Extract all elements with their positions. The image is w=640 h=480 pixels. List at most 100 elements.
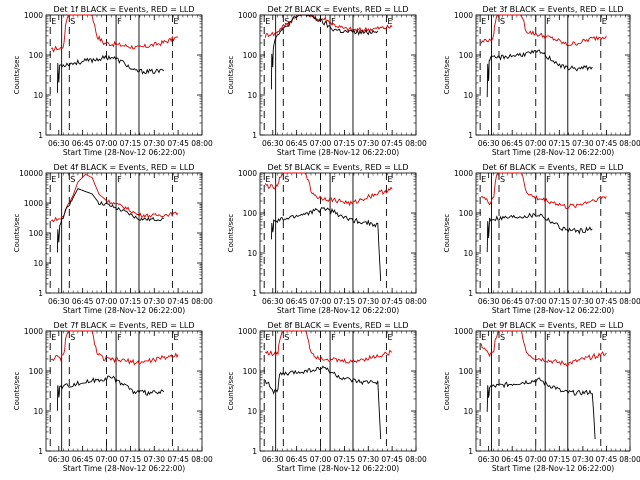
x-tick-label: 06:45 <box>286 455 308 464</box>
y-tick-label: 1 <box>468 131 473 140</box>
x-tick-label: 07:45 <box>596 139 618 148</box>
x-tick-label: 07:00 <box>96 139 118 148</box>
x-axis-label: Start Time (28-Nov-12 06:22:00) <box>63 464 185 473</box>
x-tick-label: 07:15 <box>334 139 356 148</box>
time-marker-label: F <box>117 17 122 26</box>
x-tick-label: 07:30 <box>143 297 165 306</box>
panel-title: Det 4f BLACK = Events, RED = LLD <box>53 163 194 172</box>
panel-title: Det 2f BLACK = Events, RED = LLD <box>267 5 408 14</box>
panel-det-8: Det 8f BLACK = Events, RED = LLD 1 10 100 10… <box>227 321 427 473</box>
time-marker-label: S <box>284 175 289 184</box>
time-marker-label: E <box>602 333 607 342</box>
plot-frame <box>475 330 631 452</box>
series-events-black <box>56 375 165 411</box>
plot-frame <box>45 330 203 452</box>
time-marker-label: E <box>387 17 392 26</box>
x-tick-label: 06:30 <box>262 297 284 306</box>
x-tick-label: 07:45 <box>596 297 618 306</box>
series-events-black <box>486 212 593 253</box>
x-tick-label: 06:30 <box>48 297 70 306</box>
x-tick-label: 07:15 <box>334 297 356 306</box>
y-tick-label: 1000 <box>238 169 257 178</box>
x-tick-label: 07:15 <box>120 139 142 148</box>
panel-title: Det 1f BLACK = Events, RED = LLD <box>53 5 194 14</box>
time-marker-label: S <box>70 333 75 342</box>
panel-title: Det 7f BLACK = Events, RED = LLD <box>53 321 194 330</box>
time-marker-label: F <box>331 175 336 184</box>
y-axis-label: Counts/sec <box>13 214 21 253</box>
y-tick-label: 1 <box>252 131 257 140</box>
x-tick-label: 07:45 <box>381 139 403 148</box>
time-marker-label: F <box>117 333 122 342</box>
time-marker-label: F <box>117 175 122 184</box>
x-tick-label: 08:00 <box>191 455 213 464</box>
y-tick-label: 10 <box>33 407 43 416</box>
x-tick-label: 08:00 <box>191 139 213 148</box>
x-tick-label: 07:00 <box>310 139 332 148</box>
y-axis-label: Counts/sec <box>13 372 21 411</box>
x-axis-label: Start Time (28-Nov-12 06:22:00) <box>492 306 614 315</box>
time-marker-label: E <box>265 175 270 184</box>
series-events-black <box>264 365 382 440</box>
y-tick-label: 100 <box>243 51 258 60</box>
y-tick-label: 1 <box>38 131 43 140</box>
y-tick-label: 100 <box>29 51 44 60</box>
time-marker-label: S <box>500 175 505 184</box>
series-lld-red <box>264 14 393 38</box>
panel-det-1: Det 1f BLACK = Events, RED = LLD 1 10 100 10… <box>13 5 213 157</box>
x-tick-label: 06:45 <box>501 297 523 306</box>
time-marker-label: E <box>481 17 486 26</box>
y-tick-label: 10 <box>247 407 257 416</box>
x-tick-label: 07:45 <box>381 297 403 306</box>
y-axis-label: Counts/sec <box>227 214 235 253</box>
panel-det-4: Det 4f BLACK = Events, RED = LLD 1 10 100 10… <box>13 163 213 315</box>
time-marker-label: E <box>602 175 607 184</box>
y-tick-label: 1000 <box>24 199 43 208</box>
panel-title: Det 3f BLACK = Events, RED = LLD <box>482 5 623 14</box>
time-marker-label: S <box>500 17 505 26</box>
time-marker-label: S <box>284 17 289 26</box>
x-axis-label: Start Time (28-Nov-12 06:22:00) <box>277 464 399 473</box>
x-tick-label: 08:00 <box>619 139 640 148</box>
x-tick-label: 06:30 <box>48 139 70 148</box>
time-marker-label: E <box>265 17 270 26</box>
x-tick-label: 06:30 <box>478 139 500 148</box>
time-marker-label: F <box>331 333 336 342</box>
y-tick-label: 1 <box>38 289 43 298</box>
series-lld-red <box>480 172 607 209</box>
y-tick-label: 1 <box>252 289 257 298</box>
y-tick-label: 1 <box>468 289 473 298</box>
x-tick-label: 08:00 <box>405 297 427 306</box>
time-marker-label: E <box>387 333 392 342</box>
plot-frame <box>45 14 203 136</box>
y-tick-label: 1000 <box>454 11 473 20</box>
y-tick-label: 10 <box>463 91 473 100</box>
y-tick-label: 10 <box>247 249 257 258</box>
series-events-black <box>270 14 379 90</box>
time-marker-label: E <box>51 175 56 184</box>
plot-frame <box>475 172 631 294</box>
time-marker-label: F <box>546 17 551 26</box>
time-marker-label: E <box>387 175 392 184</box>
x-tick-label: 06:30 <box>48 455 70 464</box>
y-tick-label: 10 <box>33 91 43 100</box>
y-axis-label: Counts/sec <box>227 372 235 411</box>
time-marker-label: S <box>70 17 75 26</box>
x-tick-label: 07:30 <box>572 455 594 464</box>
panel-title: Det 9f BLACK = Events, RED = LLD <box>482 321 623 330</box>
panel-det-5: Det 5f BLACK = Events, RED = LLD 1 10 100 10… <box>227 163 427 315</box>
x-axis-label: Start Time (28-Nov-12 06:22:00) <box>63 306 185 315</box>
x-tick-label: 06:45 <box>286 139 308 148</box>
x-tick-label: 06:45 <box>72 455 94 464</box>
y-tick-label: 1000 <box>454 327 473 336</box>
x-tick-label: 06:45 <box>501 139 523 148</box>
x-tick-label: 06:30 <box>262 455 284 464</box>
time-marker-label: E <box>51 17 56 26</box>
x-tick-label: 07:15 <box>120 455 142 464</box>
x-tick-label: 07:15 <box>334 455 356 464</box>
plot-frame <box>259 14 417 136</box>
y-tick-label: 1 <box>468 447 473 456</box>
y-tick-label: 100 <box>243 367 258 376</box>
time-marker-label: E <box>265 333 270 342</box>
x-tick-label: 07:00 <box>96 297 118 306</box>
